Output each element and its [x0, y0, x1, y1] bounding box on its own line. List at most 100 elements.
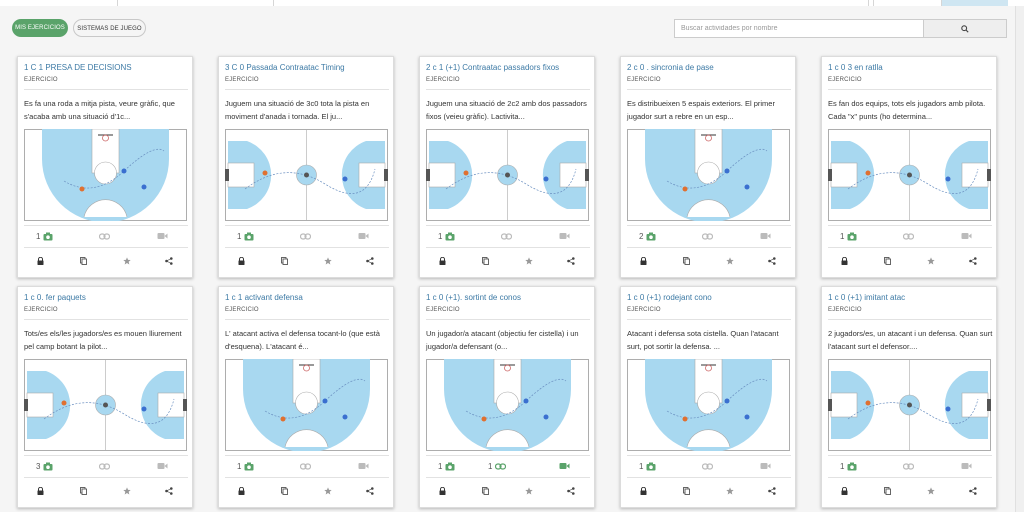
share-button[interactable] [363, 254, 377, 268]
lock-button[interactable] [435, 484, 449, 498]
exercise-title[interactable]: 3 C 0 Passada Contraatac Timing [225, 63, 345, 72]
exercise-card[interactable]: 1 c 1 activant defensa EJERCICIO L' atacan… [218, 286, 394, 508]
exercise-diagram[interactable] [225, 359, 388, 451]
exercise-title[interactable]: 1 c 0 3 en ratlla [828, 63, 883, 72]
favorite-button[interactable] [321, 254, 335, 268]
lock-button[interactable] [234, 484, 248, 498]
exercise-title[interactable]: 1 c 0 (+1) imitant atac [828, 293, 906, 302]
copy-button[interactable] [880, 484, 894, 498]
copy-button[interactable] [679, 254, 693, 268]
share-button[interactable] [966, 484, 980, 498]
copy-button[interactable] [478, 484, 492, 498]
share-button[interactable] [162, 254, 176, 268]
photo-count[interactable]: 3 [36, 459, 53, 473]
top-tab[interactable] [873, 0, 942, 6]
exercise-diagram[interactable] [828, 129, 991, 221]
link-count[interactable] [498, 229, 512, 243]
video-count[interactable] [355, 459, 369, 473]
exercise-card[interactable]: 1 c 0 (+1) imitant atac EJERCICIO 2 jugado… [821, 286, 997, 508]
exercise-card[interactable]: 1 c 0 (+1) rodejant cono EJERCICIO Atacant… [620, 286, 796, 508]
lock-button[interactable] [33, 254, 47, 268]
photo-count[interactable]: 1 [639, 459, 656, 473]
link-count[interactable] [900, 459, 914, 473]
copy-button[interactable] [679, 484, 693, 498]
favorite-button[interactable] [321, 484, 335, 498]
favorite-button[interactable] [723, 254, 737, 268]
copy-button[interactable] [76, 254, 90, 268]
photo-count[interactable]: 1 [840, 459, 857, 473]
copy-button[interactable] [478, 254, 492, 268]
exercise-title[interactable]: 1 c 0 (+1) rodejant cono [627, 293, 712, 302]
exercise-card[interactable]: 2 c 1 (+1) Contraatac passadors fixos EJE… [419, 56, 595, 278]
video-count[interactable] [757, 459, 771, 473]
exercise-diagram[interactable] [24, 359, 187, 451]
favorite-button[interactable] [924, 254, 938, 268]
copy-button[interactable] [76, 484, 90, 498]
share-button[interactable] [564, 484, 578, 498]
exercise-diagram[interactable] [24, 129, 187, 221]
top-tab-active[interactable] [941, 0, 1008, 6]
exercise-card[interactable]: 2 c 0 . sincronia de pase EJERCICIO Es dis… [620, 56, 796, 278]
exercise-diagram[interactable] [627, 359, 790, 451]
exercise-diagram[interactable] [426, 359, 589, 451]
photo-count[interactable]: 1 [237, 229, 254, 243]
video-count[interactable] [757, 229, 771, 243]
exercise-title[interactable]: 1 c 0 (+1). sortint de conos [426, 293, 521, 302]
lock-button[interactable] [837, 484, 851, 498]
link-count[interactable]: 1 [488, 459, 507, 473]
exercise-diagram[interactable] [828, 359, 991, 451]
exercise-diagram[interactable] [426, 129, 589, 221]
copy-button[interactable] [277, 254, 291, 268]
video-count[interactable] [355, 229, 369, 243]
exercise-card[interactable]: 3 C 0 Passada Contraatac Timing EJERCICIO… [218, 56, 394, 278]
link-count[interactable] [297, 459, 311, 473]
exercise-title[interactable]: 1 c 0. fer paquets [24, 293, 86, 302]
my-exercises-button[interactable]: MIS EJERCICIOS [12, 19, 68, 37]
exercise-card[interactable]: 1 c 0. fer paquets EJERCICIO Tots/es els/l… [17, 286, 193, 508]
exercise-title[interactable]: 2 c 1 (+1) Contraatac passadors fixos [426, 63, 560, 72]
top-tab[interactable] [868, 0, 874, 6]
exercise-title[interactable]: 1 c 1 activant defensa [225, 293, 303, 302]
favorite-button[interactable] [522, 254, 536, 268]
game-systems-button[interactable]: SISTEMAS DE JUEGO [73, 19, 146, 37]
favorite-button[interactable] [120, 254, 134, 268]
video-count[interactable] [556, 229, 570, 243]
video-count[interactable] [154, 459, 168, 473]
top-tab[interactable] [273, 0, 869, 6]
link-count[interactable] [699, 459, 713, 473]
lock-button[interactable] [435, 254, 449, 268]
copy-button[interactable] [277, 484, 291, 498]
link-count[interactable] [699, 229, 713, 243]
favorite-button[interactable] [723, 484, 737, 498]
share-button[interactable] [765, 254, 779, 268]
link-count[interactable] [900, 229, 914, 243]
search-input[interactable] [675, 20, 937, 37]
exercise-title[interactable]: 2 c 0 . sincronia de pase [627, 63, 714, 72]
favorite-button[interactable] [120, 484, 134, 498]
share-button[interactable] [363, 484, 377, 498]
favorite-button[interactable] [522, 484, 536, 498]
lock-button[interactable] [234, 254, 248, 268]
photo-count[interactable]: 2 [639, 229, 656, 243]
exercise-card[interactable]: 1 c 0 3 en ratlla EJERCICIO Es fan dos equ… [821, 56, 997, 278]
lock-button[interactable] [837, 254, 851, 268]
share-button[interactable] [564, 254, 578, 268]
video-count[interactable] [556, 459, 570, 473]
photo-count[interactable]: 1 [438, 229, 455, 243]
share-button[interactable] [765, 484, 779, 498]
exercise-card[interactable]: 1 C 1 PRESA DE DECISIONS EJERCICIO Es fa u… [17, 56, 193, 278]
video-count[interactable] [958, 229, 972, 243]
video-count[interactable] [154, 229, 168, 243]
exercise-diagram[interactable] [627, 129, 790, 221]
link-count[interactable] [96, 229, 110, 243]
photo-count[interactable]: 1 [840, 229, 857, 243]
lock-button[interactable] [636, 484, 650, 498]
photo-count[interactable]: 1 [36, 229, 53, 243]
page-scrollbar[interactable] [1015, 6, 1024, 512]
exercise-title[interactable]: 1 C 1 PRESA DE DECISIONS [24, 63, 132, 72]
lock-button[interactable] [33, 484, 47, 498]
lock-button[interactable] [636, 254, 650, 268]
photo-count[interactable]: 1 [237, 459, 254, 473]
video-count[interactable] [958, 459, 972, 473]
top-tab[interactable] [117, 0, 274, 6]
